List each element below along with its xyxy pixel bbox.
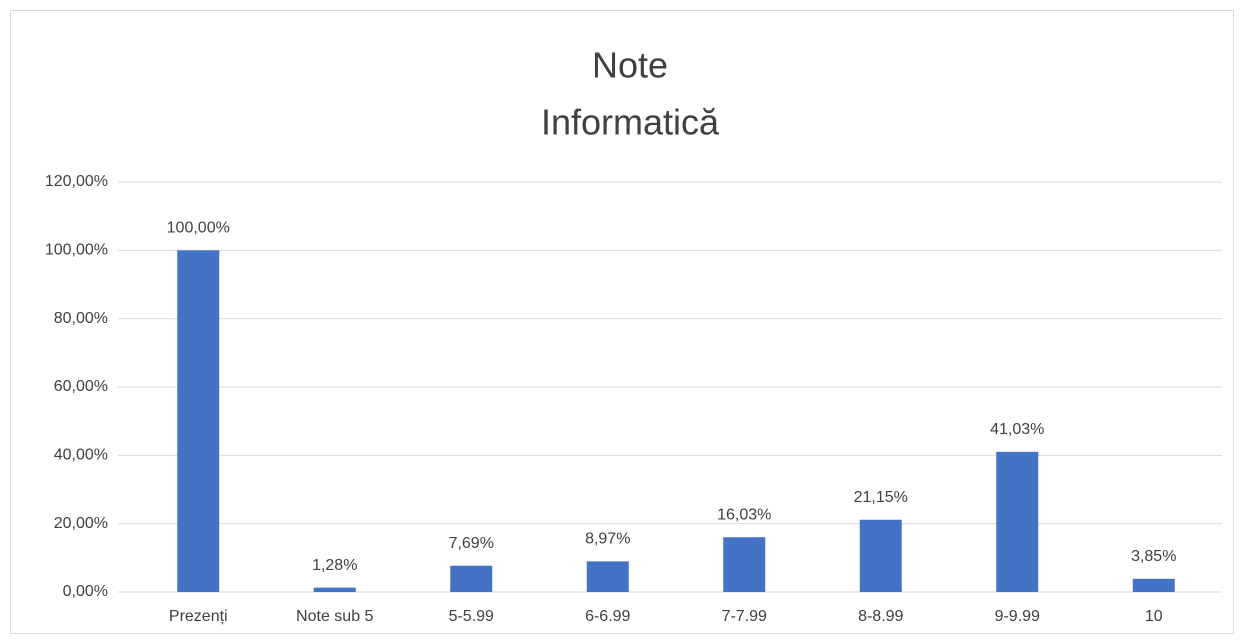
data-label: 3,85% [1131,548,1176,565]
x-tick-label: Note sub 5 [296,608,373,625]
chart-title: Informatică [541,102,720,143]
bar [1132,578,1175,592]
bar [450,565,493,592]
x-tick-label: 8-8.99 [858,608,903,625]
y-tick-label: 60,00% [54,378,108,395]
chart-title: Note [592,45,668,86]
bar [723,537,766,592]
y-tick-label: 0,00% [63,583,108,600]
x-tick-label: 9-9.99 [995,608,1040,625]
bar [313,587,356,592]
y-tick-label: 120,00% [45,173,108,190]
y-tick-label: 80,00% [54,310,108,327]
bar [996,451,1039,592]
data-label: 8,97% [585,531,630,548]
data-label: 21,15% [854,489,908,506]
data-label: 41,03% [990,421,1044,438]
data-label: 1,28% [312,557,357,574]
data-label: 16,03% [717,506,771,523]
y-tick-label: 40,00% [54,447,108,464]
x-tick-label: 6-6.99 [585,608,630,625]
bar [586,561,629,592]
x-tick-label: 5-5.99 [449,608,494,625]
data-label: 7,69% [449,535,494,552]
y-tick-label: 20,00% [54,515,108,532]
bar [859,519,902,592]
x-tick-label: 10 [1145,608,1163,625]
y-tick-label: 100,00% [45,242,108,259]
x-tick-label: 7-7.99 [722,608,767,625]
x-tick-label: Prezenți [169,608,228,625]
data-label: 100,00% [167,220,230,237]
bar [177,250,220,593]
